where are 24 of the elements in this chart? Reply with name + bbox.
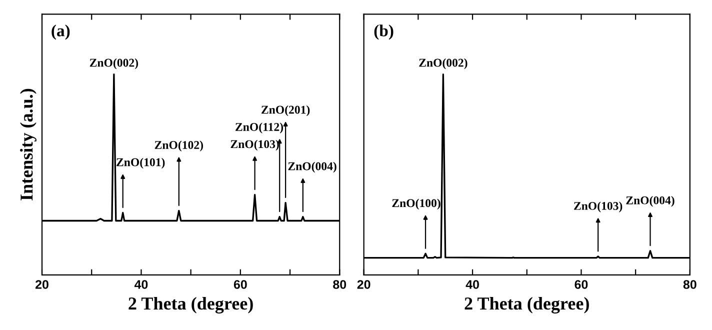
annotation: ZnO(004) bbox=[288, 162, 336, 173]
annotation: ZnO(112) bbox=[236, 122, 284, 134]
annotation: ZnO(002) bbox=[90, 58, 138, 70]
x-tick-label: 20 bbox=[35, 280, 48, 289]
annotation: ZnO(201) bbox=[262, 105, 310, 116]
annotation: ZnO(100) bbox=[392, 198, 440, 210]
x-axis-title: 2 Theta (degree) bbox=[464, 296, 589, 314]
annotation: ZnO(002) bbox=[419, 58, 468, 70]
chart-title: (b) bbox=[374, 24, 394, 40]
x-tick-label: 60 bbox=[234, 280, 247, 289]
annotation: ZnO(004) bbox=[626, 196, 674, 207]
x-tick-label: 40 bbox=[466, 280, 479, 289]
x-tick-label: 80 bbox=[683, 280, 696, 289]
x-tick-label: 60 bbox=[574, 280, 588, 289]
x-axis-title: 2 Theta (degree) bbox=[128, 296, 253, 314]
annotation: ZnO(103) bbox=[230, 140, 279, 151]
chart-title: (a) bbox=[52, 24, 70, 40]
x-tick-label: 80 bbox=[333, 280, 346, 289]
annotation: ZnO(102) bbox=[154, 140, 203, 152]
annotation: ZnO(103) bbox=[574, 202, 622, 212]
x-tick-label: 40 bbox=[134, 280, 148, 289]
annotation: ZnO(101) bbox=[116, 158, 165, 169]
x-tick-label: 20 bbox=[357, 280, 370, 289]
y-axis-title: Intensity (a.u.) bbox=[20, 88, 36, 200]
